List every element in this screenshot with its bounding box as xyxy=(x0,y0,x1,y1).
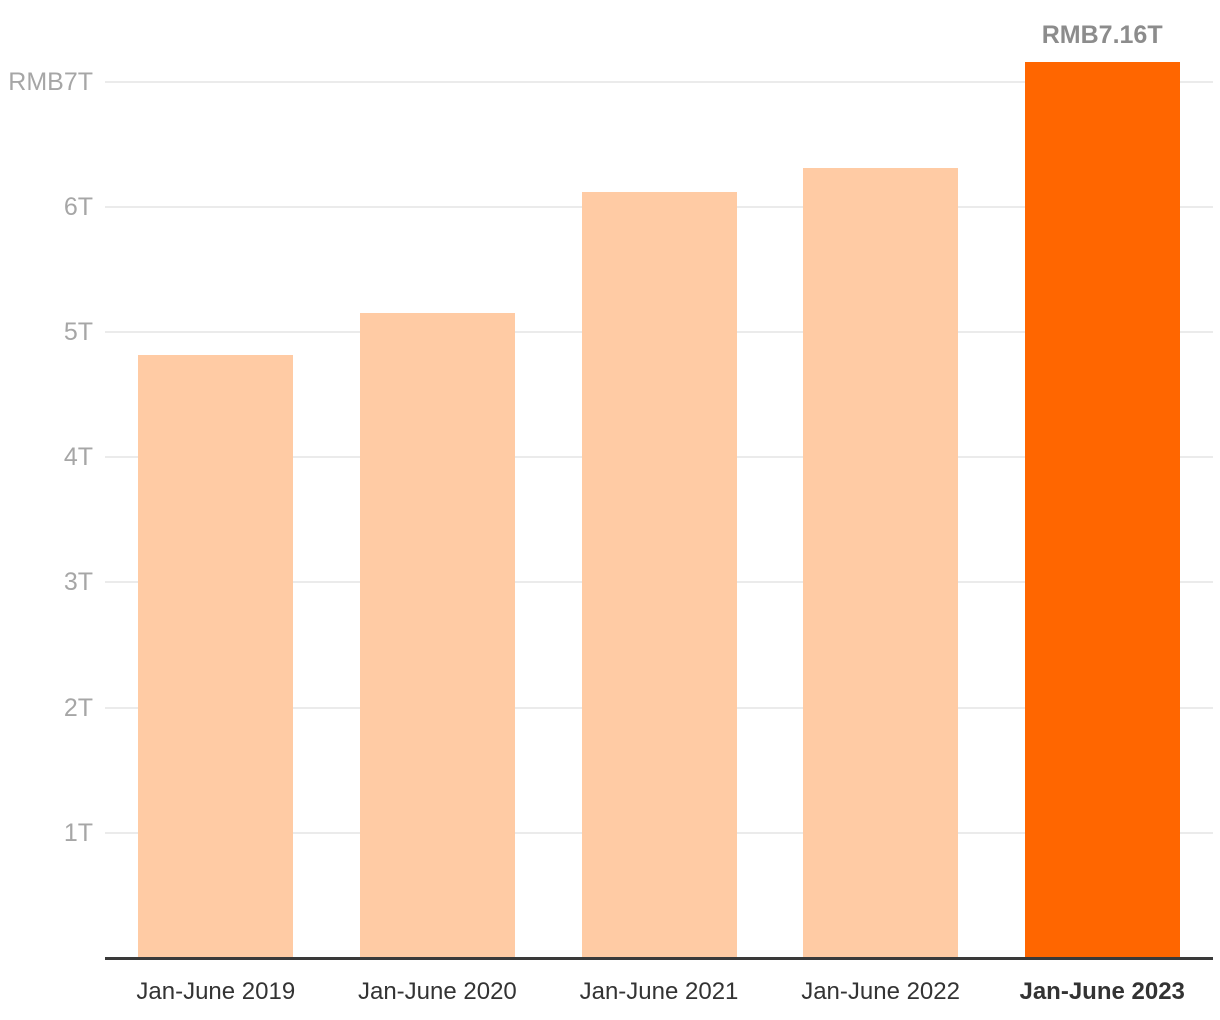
bar-jan-june-2022 xyxy=(803,168,959,958)
y-tick-label-4t: 4T xyxy=(63,443,93,472)
bar-value-annotation: RMB7.16T xyxy=(1041,20,1163,49)
x-tick-label-jan-june-2023: Jan-June 2023 xyxy=(1019,978,1185,1005)
y-tick-label-6t: 6T xyxy=(63,192,93,221)
y-tick-label-5t: 5T xyxy=(63,318,93,347)
bar-jan-june-2019 xyxy=(138,354,294,958)
x-tick-label-jan-june-2019: Jan-June 2019 xyxy=(136,978,296,1005)
bar-jan-june-2021 xyxy=(581,191,737,958)
y-tick-label-2t: 2T xyxy=(63,693,93,722)
bar-jan-june-2023 xyxy=(1024,61,1180,958)
x-tick-label-jan-june-2021: Jan-June 2021 xyxy=(579,978,739,1005)
gridline-rmb7t xyxy=(105,80,1213,83)
y-tick-label-rmb7t: RMB7T xyxy=(8,67,93,96)
bar-jan-june-2020 xyxy=(359,313,515,958)
y-tick-label-1t: 1T xyxy=(63,818,93,847)
x-tick-label-jan-june-2020: Jan-June 2020 xyxy=(357,978,517,1005)
x-tick-label-jan-june-2022: Jan-June 2022 xyxy=(801,978,960,1005)
x-axis-line xyxy=(105,957,1213,960)
y-tick-label-3t: 3T xyxy=(63,568,93,597)
